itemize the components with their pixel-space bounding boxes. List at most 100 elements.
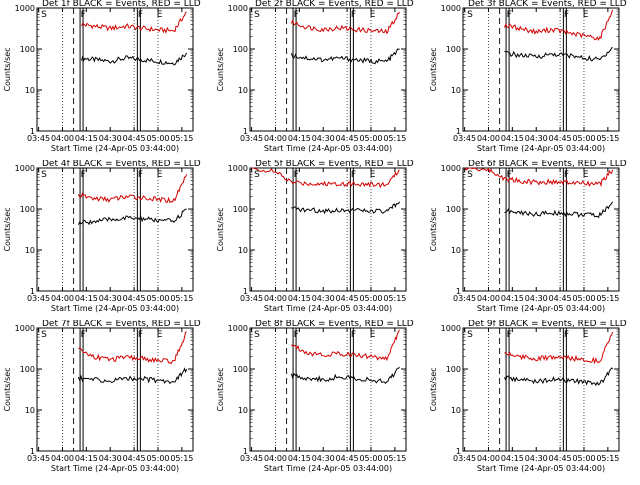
y-tick-label: 1000 (228, 324, 248, 333)
chart-title: Det 5f BLACK = Events, RED = LLD (255, 160, 414, 169)
y-tick-label: 1 (456, 287, 461, 296)
chart-title: Det 2f BLACK = Events, RED = LLD (255, 0, 414, 9)
y-tick-label: 1000 (15, 164, 35, 173)
chart-title: Det 1f BLACK = Events, RED = LLD (42, 0, 201, 9)
x-tick-label: 05:15 (383, 294, 406, 303)
detector-panel-8: Det 8f BLACK = Events, RED = LLD 1 10 100 10… (213, 319, 426, 480)
y-tick-label: 100 (233, 205, 248, 214)
y-tick-label: 10 (238, 86, 248, 95)
detector-panel-1: Det 1f BLACK = Events, RED = LLD 1 10 100 10… (0, 0, 213, 160)
x-tick-label: 05:00 (146, 454, 169, 463)
marker-label-f: F (351, 330, 356, 340)
marker-label-f: F (138, 170, 143, 180)
events-series-line (290, 48, 400, 65)
y-axis-label: Counts/sec (3, 207, 12, 251)
x-tick-label: 03:45 (453, 454, 476, 463)
x-tick-label: 04:15 (75, 134, 98, 143)
y-tick-label: 100 (20, 365, 35, 374)
lld-series-line (504, 331, 614, 365)
x-tick-label: 03:45 (240, 134, 263, 143)
chart-title: Det 9f BLACK = Events, RED = LLD (468, 320, 627, 329)
marker-label-f: F (351, 10, 356, 20)
plot-frame (249, 167, 407, 292)
chart-title: Det 3f BLACK = Events, RED = LLD (468, 0, 627, 9)
lld-series-line (464, 167, 614, 188)
y-tick-label: 100 (446, 365, 461, 374)
x-tick-label: 05:00 (359, 454, 382, 463)
y-tick-label: 1000 (441, 4, 461, 13)
marker-label-f: F (351, 170, 356, 180)
marker-label-f: F (294, 330, 299, 340)
y-axis-label: Counts/sec (216, 367, 225, 411)
marker-label-f: F (564, 10, 569, 20)
detector-chart-3: Det 3f BLACK = Events, RED = LLD 1 10 100 10… (429, 0, 627, 153)
marker-label-s: S (254, 330, 260, 340)
x-axis-label: Start Time (24-Apr-05 03:44:00) (477, 144, 605, 153)
detector-chart-8: Det 8f BLACK = Events, RED = LLD 1 10 100 10… (216, 319, 414, 473)
x-axis-label: Start Time (24-Apr-05 03:44:00) (51, 144, 179, 153)
plot-frame (36, 167, 194, 292)
x-tick-label: 05:15 (383, 134, 406, 143)
plot-frame (462, 167, 620, 292)
marker-label-e: E (157, 10, 163, 20)
events-series-line (504, 201, 614, 219)
x-tick-label: 04:45 (549, 134, 572, 143)
y-tick-label: 1 (243, 127, 248, 136)
marker-label-f: F (138, 330, 143, 340)
x-tick-label: 04:15 (288, 294, 311, 303)
x-axis-label: Start Time (24-Apr-05 03:44:00) (51, 304, 179, 313)
marker-label-f: F (507, 170, 512, 180)
x-tick-label: 04:30 (99, 294, 122, 303)
x-tick-label: 04:00 (264, 134, 287, 143)
detector-panel-7: Det 7f BLACK = Events, RED = LLD 1 10 100 10… (0, 319, 213, 480)
x-tick-label: 04:15 (288, 454, 311, 463)
detector-panel-4: Det 4f BLACK = Events, RED = LLD 1 10 100 10… (0, 159, 213, 320)
lld-series-line (291, 329, 400, 362)
marker-label-s: S (41, 330, 47, 340)
marker-label-f: F (564, 330, 569, 340)
y-tick-label: 1000 (15, 324, 35, 333)
plot-frame (36, 7, 194, 132)
y-tick-label: 1000 (15, 4, 35, 13)
y-axis-label: Counts/sec (3, 367, 12, 411)
x-tick-label: 04:15 (501, 294, 524, 303)
y-tick-label: 100 (20, 205, 35, 214)
chart-title: Det 8f BLACK = Events, RED = LLD (255, 320, 414, 329)
x-tick-label: 04:15 (501, 454, 524, 463)
marker-label-e: E (370, 330, 376, 340)
x-tick-label: 05:00 (146, 294, 169, 303)
x-tick-label: 05:15 (170, 134, 193, 143)
y-tick-label: 10 (451, 406, 461, 415)
y-tick-label: 100 (233, 45, 248, 54)
marker-label-s: S (467, 10, 473, 20)
x-tick-label: 04:15 (288, 134, 311, 143)
x-tick-label: 04:45 (336, 134, 359, 143)
plot-frame (462, 327, 620, 452)
plot-frame (462, 7, 620, 132)
detector-chart-1: Det 1f BLACK = Events, RED = LLD 1 10 100 10… (3, 0, 201, 153)
marker-label-f: F (294, 10, 299, 20)
x-tick-label: 04:45 (123, 134, 146, 143)
events-series-line (77, 208, 187, 226)
detector-panel-3: Det 3f BLACK = Events, RED = LLD 1 10 100 10… (426, 0, 639, 160)
x-tick-label: 05:00 (146, 134, 169, 143)
detector-chart-7: Det 7f BLACK = Events, RED = LLD 1 10 100 10… (3, 319, 201, 473)
marker-label-s: S (254, 170, 260, 180)
marker-label-f: F (81, 10, 86, 20)
y-tick-label: 1 (456, 447, 461, 456)
detector-panel-6: Det 6f BLACK = Events, RED = LLD 1 10 100 10… (426, 159, 639, 320)
y-tick-label: 1000 (441, 324, 461, 333)
x-tick-label: 03:45 (27, 294, 50, 303)
x-tick-label: 04:30 (312, 294, 335, 303)
events-series-line (291, 201, 401, 215)
y-tick-label: 1000 (441, 164, 461, 173)
x-tick-label: 04:00 (264, 454, 287, 463)
x-tick-label: 05:15 (596, 454, 619, 463)
plot-frame (36, 327, 194, 452)
x-tick-label: 04:30 (525, 294, 548, 303)
x-tick-label: 05:00 (359, 134, 382, 143)
x-tick-label: 04:30 (312, 134, 335, 143)
detector-chart-2: Det 2f BLACK = Events, RED = LLD 1 10 100 10… (216, 0, 414, 153)
x-tick-label: 03:45 (240, 294, 263, 303)
